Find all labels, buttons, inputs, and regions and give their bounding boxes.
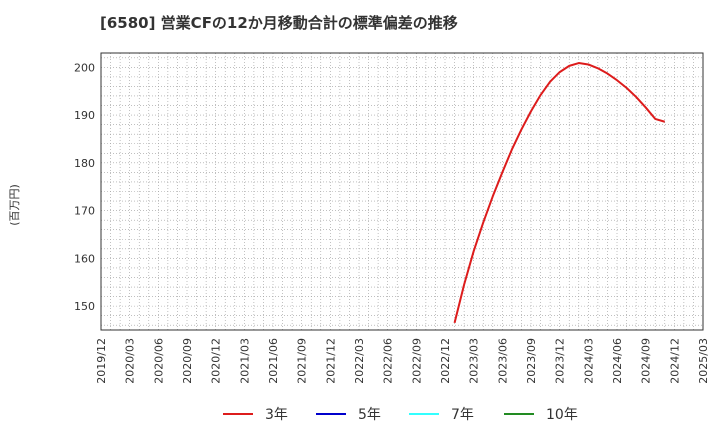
x-tick-label: 2025/03: [697, 338, 710, 384]
x-tick-label: 2024/06: [611, 338, 624, 384]
series-layer: [453, 62, 666, 324]
series-line-0: [453, 62, 666, 324]
legend: 3年 5年 7年 10年: [223, 407, 578, 423]
chart-title: [6580] 営業CFの12か月移動合計の標準偏差の推移: [100, 14, 458, 32]
x-tick-label: 2023/12: [554, 338, 567, 384]
y-tick-labels: 150 160 170 180 190 200: [74, 61, 95, 313]
x-tick-label: 2021/06: [267, 338, 280, 384]
x-tick-label: 2020/06: [152, 338, 165, 384]
y-tick-label: 190: [74, 109, 95, 122]
x-tick-label: 2022/09: [410, 338, 423, 384]
y-tick-label: 180: [74, 157, 95, 170]
legend-label-0: 3年: [265, 407, 288, 423]
legend-label-2: 7年: [451, 407, 474, 423]
plot-frame: [100, 52, 704, 331]
x-tick-label: 2020/12: [210, 338, 223, 384]
x-tick-labels: 2019/12 2020/03 2020/06 2020/09 2020/12 2021/…: [95, 338, 710, 384]
x-tick-label: 2024/12: [668, 338, 681, 384]
y-axis-label: (百万円): [8, 184, 21, 226]
x-tick-label: 2023/09: [525, 338, 538, 384]
legend-label-1: 5年: [358, 407, 381, 423]
x-tick-label: 2021/09: [296, 338, 309, 384]
x-tick-label: 2023/06: [496, 338, 509, 384]
x-tick-label: 2023/03: [468, 338, 481, 384]
x-tick-label: 2021/03: [238, 338, 251, 384]
x-tick-label: 2022/03: [353, 338, 366, 384]
x-tick-label: 2021/12: [324, 338, 337, 384]
x-tick-label: 2024/09: [640, 338, 653, 384]
y-tick-label: 200: [74, 61, 95, 74]
y-tick-label: 150: [74, 300, 95, 313]
x-tick-label: 2022/12: [439, 338, 452, 384]
grid-layer: [100, 53, 704, 330]
x-tick-label: 2019/12: [95, 338, 108, 384]
y-tick-label: 170: [74, 205, 95, 218]
legend-label-3: 10年: [546, 407, 578, 423]
x-tick-label: 2020/09: [181, 338, 194, 384]
y-tick-label: 160: [74, 252, 95, 265]
x-tick-label: 2020/03: [124, 338, 137, 384]
x-tick-label: 2024/03: [582, 338, 595, 384]
x-tick-label: 2022/06: [382, 338, 395, 384]
